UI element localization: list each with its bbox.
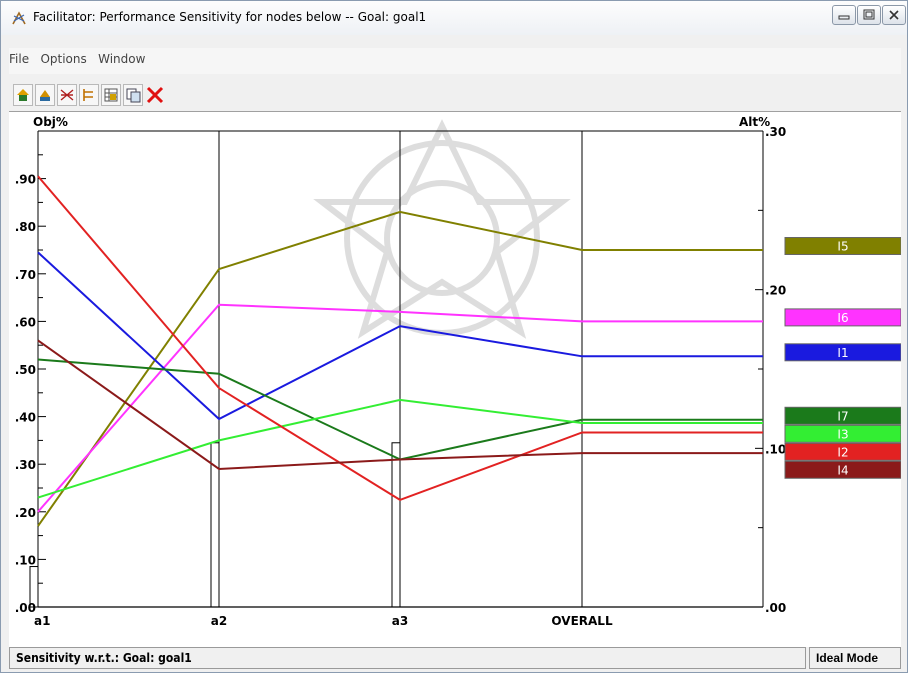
alternatives-icon <box>60 89 74 101</box>
copy-button[interactable] <box>123 84 143 106</box>
series-line-i1 <box>37 251 763 421</box>
tree-button[interactable] <box>79 84 99 106</box>
left-tick-label: .00 <box>15 601 36 615</box>
up-button[interactable] <box>35 84 55 106</box>
right-tick-label: .00 <box>765 601 786 615</box>
legend-label-i3: I3 <box>837 427 848 441</box>
minimize-icon <box>838 15 850 20</box>
menubar: File Options Window <box>9 52 901 72</box>
legend-label-i2: I2 <box>837 445 848 459</box>
toolbar <box>9 80 901 110</box>
watermark-logo <box>313 119 571 339</box>
left-tick-label: .60 <box>15 315 36 329</box>
status-bar: Sensitivity w.r.t.: Goal: goal1 Ideal Mo… <box>9 647 901 669</box>
left-tick-label: .80 <box>15 220 36 234</box>
alternatives-button[interactable] <box>57 84 77 106</box>
left-tick-label: .40 <box>15 411 36 425</box>
title-bar: Facilitator: Performance Sensitivity for… <box>1 1 907 35</box>
series-line-i2 <box>37 175 763 502</box>
category-label: a3 <box>392 614 408 628</box>
maximize-button[interactable] <box>857 5 881 25</box>
menu-file[interactable]: File <box>9 52 30 66</box>
home-icon <box>17 89 29 101</box>
sensitivity-chart: .00 .10 .20 .30 .40 .50 .60 .70 .80 .90 .00 .10 .20.… <box>15 115 902 628</box>
legend-label-i7: I7 <box>837 409 848 423</box>
series-line-i6 <box>37 303 763 513</box>
chart-labels: .00 .10 .20 .30 .40 .50 .60 .70 .80 .90 .00 .10 .20.… <box>15 115 787 628</box>
menubar-background <box>9 48 901 74</box>
series-line-i4 <box>37 339 763 470</box>
series-line-i3 <box>37 398 763 499</box>
legend-label-i4: I4 <box>837 463 848 477</box>
weight-bar <box>29 566 39 608</box>
menu-window[interactable]: Window <box>98 52 146 66</box>
left-tick-label: .70 <box>15 268 36 282</box>
app-icon <box>12 11 26 25</box>
menu-options[interactable]: Options <box>40 52 87 66</box>
status-text: Sensitivity w.r.t.: Goal: goal1 <box>9 647 806 669</box>
close-red-icon <box>146 86 164 104</box>
mode-indicator: Ideal Mode <box>809 647 901 669</box>
window-title: Facilitator: Performance Sensitivity for… <box>33 10 427 24</box>
left-tick-label: .90 <box>15 173 36 187</box>
left-tick-label: .50 <box>15 363 36 377</box>
copy-icon <box>126 88 141 103</box>
series-line-i5 <box>37 210 763 527</box>
weight-bar <box>391 442 401 608</box>
right-tick-label: .20 <box>765 284 786 298</box>
left-tick-label: .30 <box>15 458 36 472</box>
category-label: a1 <box>34 614 50 628</box>
legend-label-i1: I1 <box>837 346 848 360</box>
close-icon <box>889 10 899 20</box>
restore-icon <box>863 9 875 20</box>
up-icon <box>40 90 50 101</box>
chart-bars <box>29 442 401 608</box>
close-button[interactable] <box>882 5 906 25</box>
legend-label-i5: I5 <box>837 240 848 254</box>
exit-button[interactable] <box>145 84 165 106</box>
legend-label-i6: I6 <box>837 311 848 325</box>
tree-icon <box>83 89 93 101</box>
left-axis-label: Obj% <box>33 115 68 129</box>
chart-lines <box>37 175 763 527</box>
category-label: a2 <box>211 614 227 628</box>
home-button[interactable] <box>13 84 33 106</box>
left-tick-label: .10 <box>15 553 36 567</box>
right-axis-label: Alt% <box>739 115 770 129</box>
grid-icon <box>104 88 118 102</box>
minimize-button[interactable] <box>832 5 856 25</box>
left-tick-label: .20 <box>15 506 36 520</box>
grid-button[interactable] <box>101 84 121 106</box>
category-label: OVERALL <box>551 614 613 628</box>
right-tick-label: .30 <box>765 125 786 139</box>
chart-legend: I5 I6 I1 I7 I3 I2 I4 <box>784 237 902 479</box>
plot-panel: .00 .10 .20 .30 .40 .50 .60 .70 .80 .90 .00 .10 .20.… <box>9 111 902 647</box>
right-tick-label: .10 <box>765 442 786 456</box>
